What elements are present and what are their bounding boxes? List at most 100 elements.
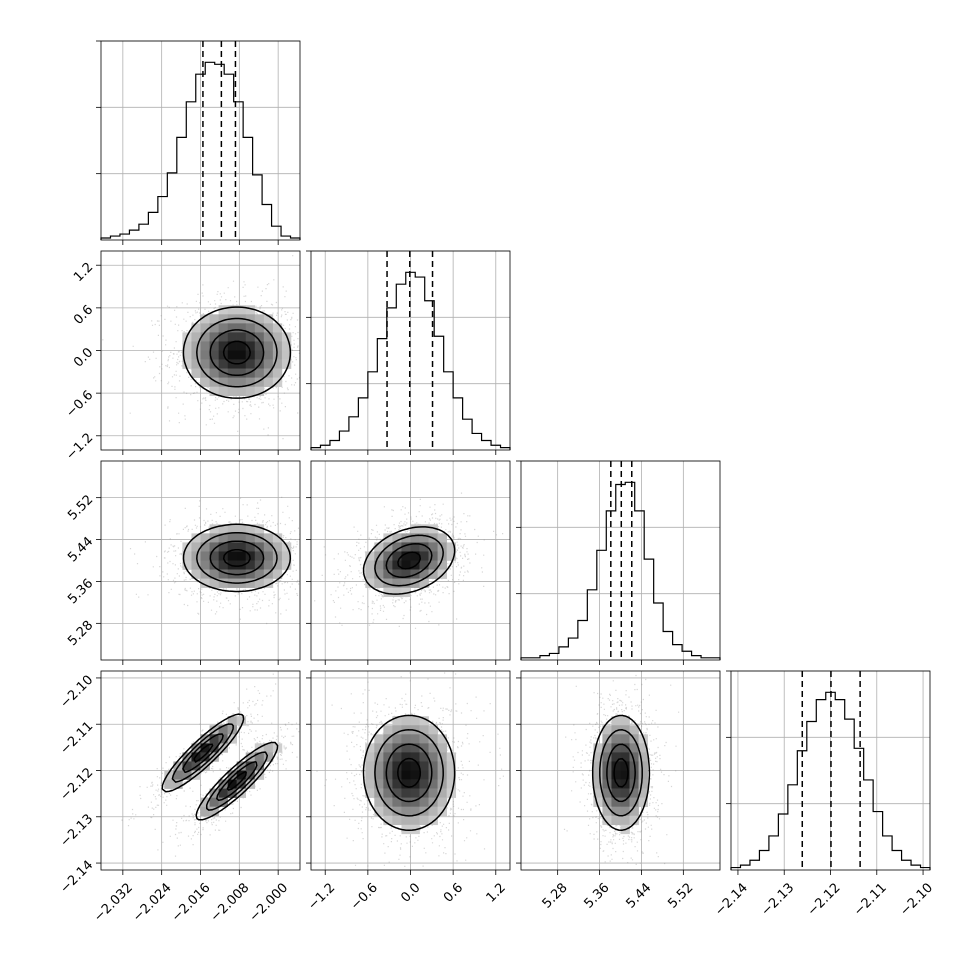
density-cell [611, 770, 621, 780]
density-cell [182, 560, 192, 570]
density-cell [182, 770, 192, 780]
density-cell [209, 314, 219, 324]
x-tick-label-p3-2: −2.12 [805, 880, 844, 919]
density-cell [620, 797, 630, 807]
density-cell [401, 716, 411, 726]
density-cell [218, 368, 228, 378]
density-cell [620, 788, 630, 798]
density-cell [281, 341, 292, 351]
density-cell [392, 578, 402, 588]
density-cell [254, 323, 265, 333]
density-cell [209, 797, 219, 807]
density-cell [200, 551, 210, 561]
x-tick-label-p0-3: −2.008 [208, 880, 253, 925]
density-cell [218, 386, 228, 397]
density-cell [410, 542, 420, 552]
y-tick-label-p1-4: 1.2 [71, 260, 96, 285]
density-cell [191, 533, 201, 543]
density-cell [383, 815, 393, 826]
density-cell [383, 788, 393, 798]
density-cell [446, 551, 457, 561]
x-tick-label-p0-1: −2.024 [130, 880, 175, 925]
density-cell [593, 752, 603, 762]
density-cell [374, 797, 384, 807]
density-cell [401, 797, 411, 807]
density-cell [383, 743, 393, 753]
density-cell [374, 734, 384, 744]
density-cell [218, 359, 228, 369]
density-cell [245, 377, 256, 387]
density-cell [428, 770, 438, 780]
density-cell [620, 752, 630, 762]
density-cell [374, 761, 384, 771]
density-cell [602, 797, 612, 807]
density-cell [200, 542, 210, 552]
density-cell [410, 815, 420, 826]
density-cell [419, 752, 429, 762]
density-cell [383, 797, 393, 807]
density-cell [410, 752, 420, 762]
density-cell [419, 551, 429, 561]
density-cell [227, 368, 237, 378]
density-cell [272, 341, 283, 351]
density-cell [419, 533, 429, 543]
density-cell [446, 779, 457, 789]
density-cell [191, 569, 201, 579]
density-cell [611, 743, 621, 753]
scatter-panel-0-2 [100, 460, 301, 661]
density-cell [437, 560, 447, 570]
density-cell [620, 806, 630, 817]
density-cell [401, 815, 411, 826]
density-cell [200, 332, 210, 342]
density-cell [164, 770, 174, 780]
density-cell [419, 569, 429, 579]
contour-level-2 [196, 531, 278, 584]
density-cell [245, 386, 256, 397]
density-cell [164, 779, 174, 789]
scatter-panel-1-3 [310, 670, 511, 871]
y-tick-label-p1-2: 0.0 [71, 345, 96, 370]
density-cell [611, 788, 621, 798]
y-tick-label-p3-1: −2.13 [58, 811, 97, 850]
density-cell [401, 743, 411, 753]
density-cell [236, 350, 247, 360]
density-cell [602, 779, 612, 789]
density-cell [245, 305, 256, 315]
density-cell [365, 752, 375, 762]
density-cell [410, 551, 420, 561]
density-cell [383, 533, 393, 543]
density-cell [629, 815, 639, 826]
density-cell [428, 752, 438, 762]
density-cell [365, 770, 375, 780]
x-tick-label-p1-2: 0.0 [398, 880, 423, 905]
histogram-2 [520, 481, 721, 660]
density-cell [437, 734, 447, 744]
density-cell [428, 743, 438, 753]
x-tick-label-p3-4: −2.10 [897, 880, 936, 919]
density-cell [236, 788, 247, 798]
density-cell [209, 788, 219, 798]
density-cell [638, 770, 648, 780]
density-cell [428, 569, 438, 579]
density-cell [245, 332, 256, 342]
density-cell [218, 779, 228, 789]
density-cell [401, 578, 411, 588]
density-cell [365, 761, 375, 771]
density-cell [410, 761, 420, 771]
density-cell [236, 770, 247, 780]
density-cell [263, 560, 274, 570]
density-cell [365, 560, 375, 570]
density-cell [227, 770, 237, 780]
density-cell [218, 788, 228, 798]
density-cell [227, 524, 237, 534]
density-cell [227, 377, 237, 387]
density-cell [254, 560, 265, 570]
x-tick-label-p0-0: −2.032 [91, 880, 136, 925]
density-cell [263, 314, 274, 324]
density-cell [392, 770, 402, 780]
density-cell [410, 743, 420, 753]
density-cell [263, 359, 274, 369]
density-cell [227, 341, 237, 351]
density-cell [254, 551, 265, 561]
density-cell [638, 779, 648, 789]
